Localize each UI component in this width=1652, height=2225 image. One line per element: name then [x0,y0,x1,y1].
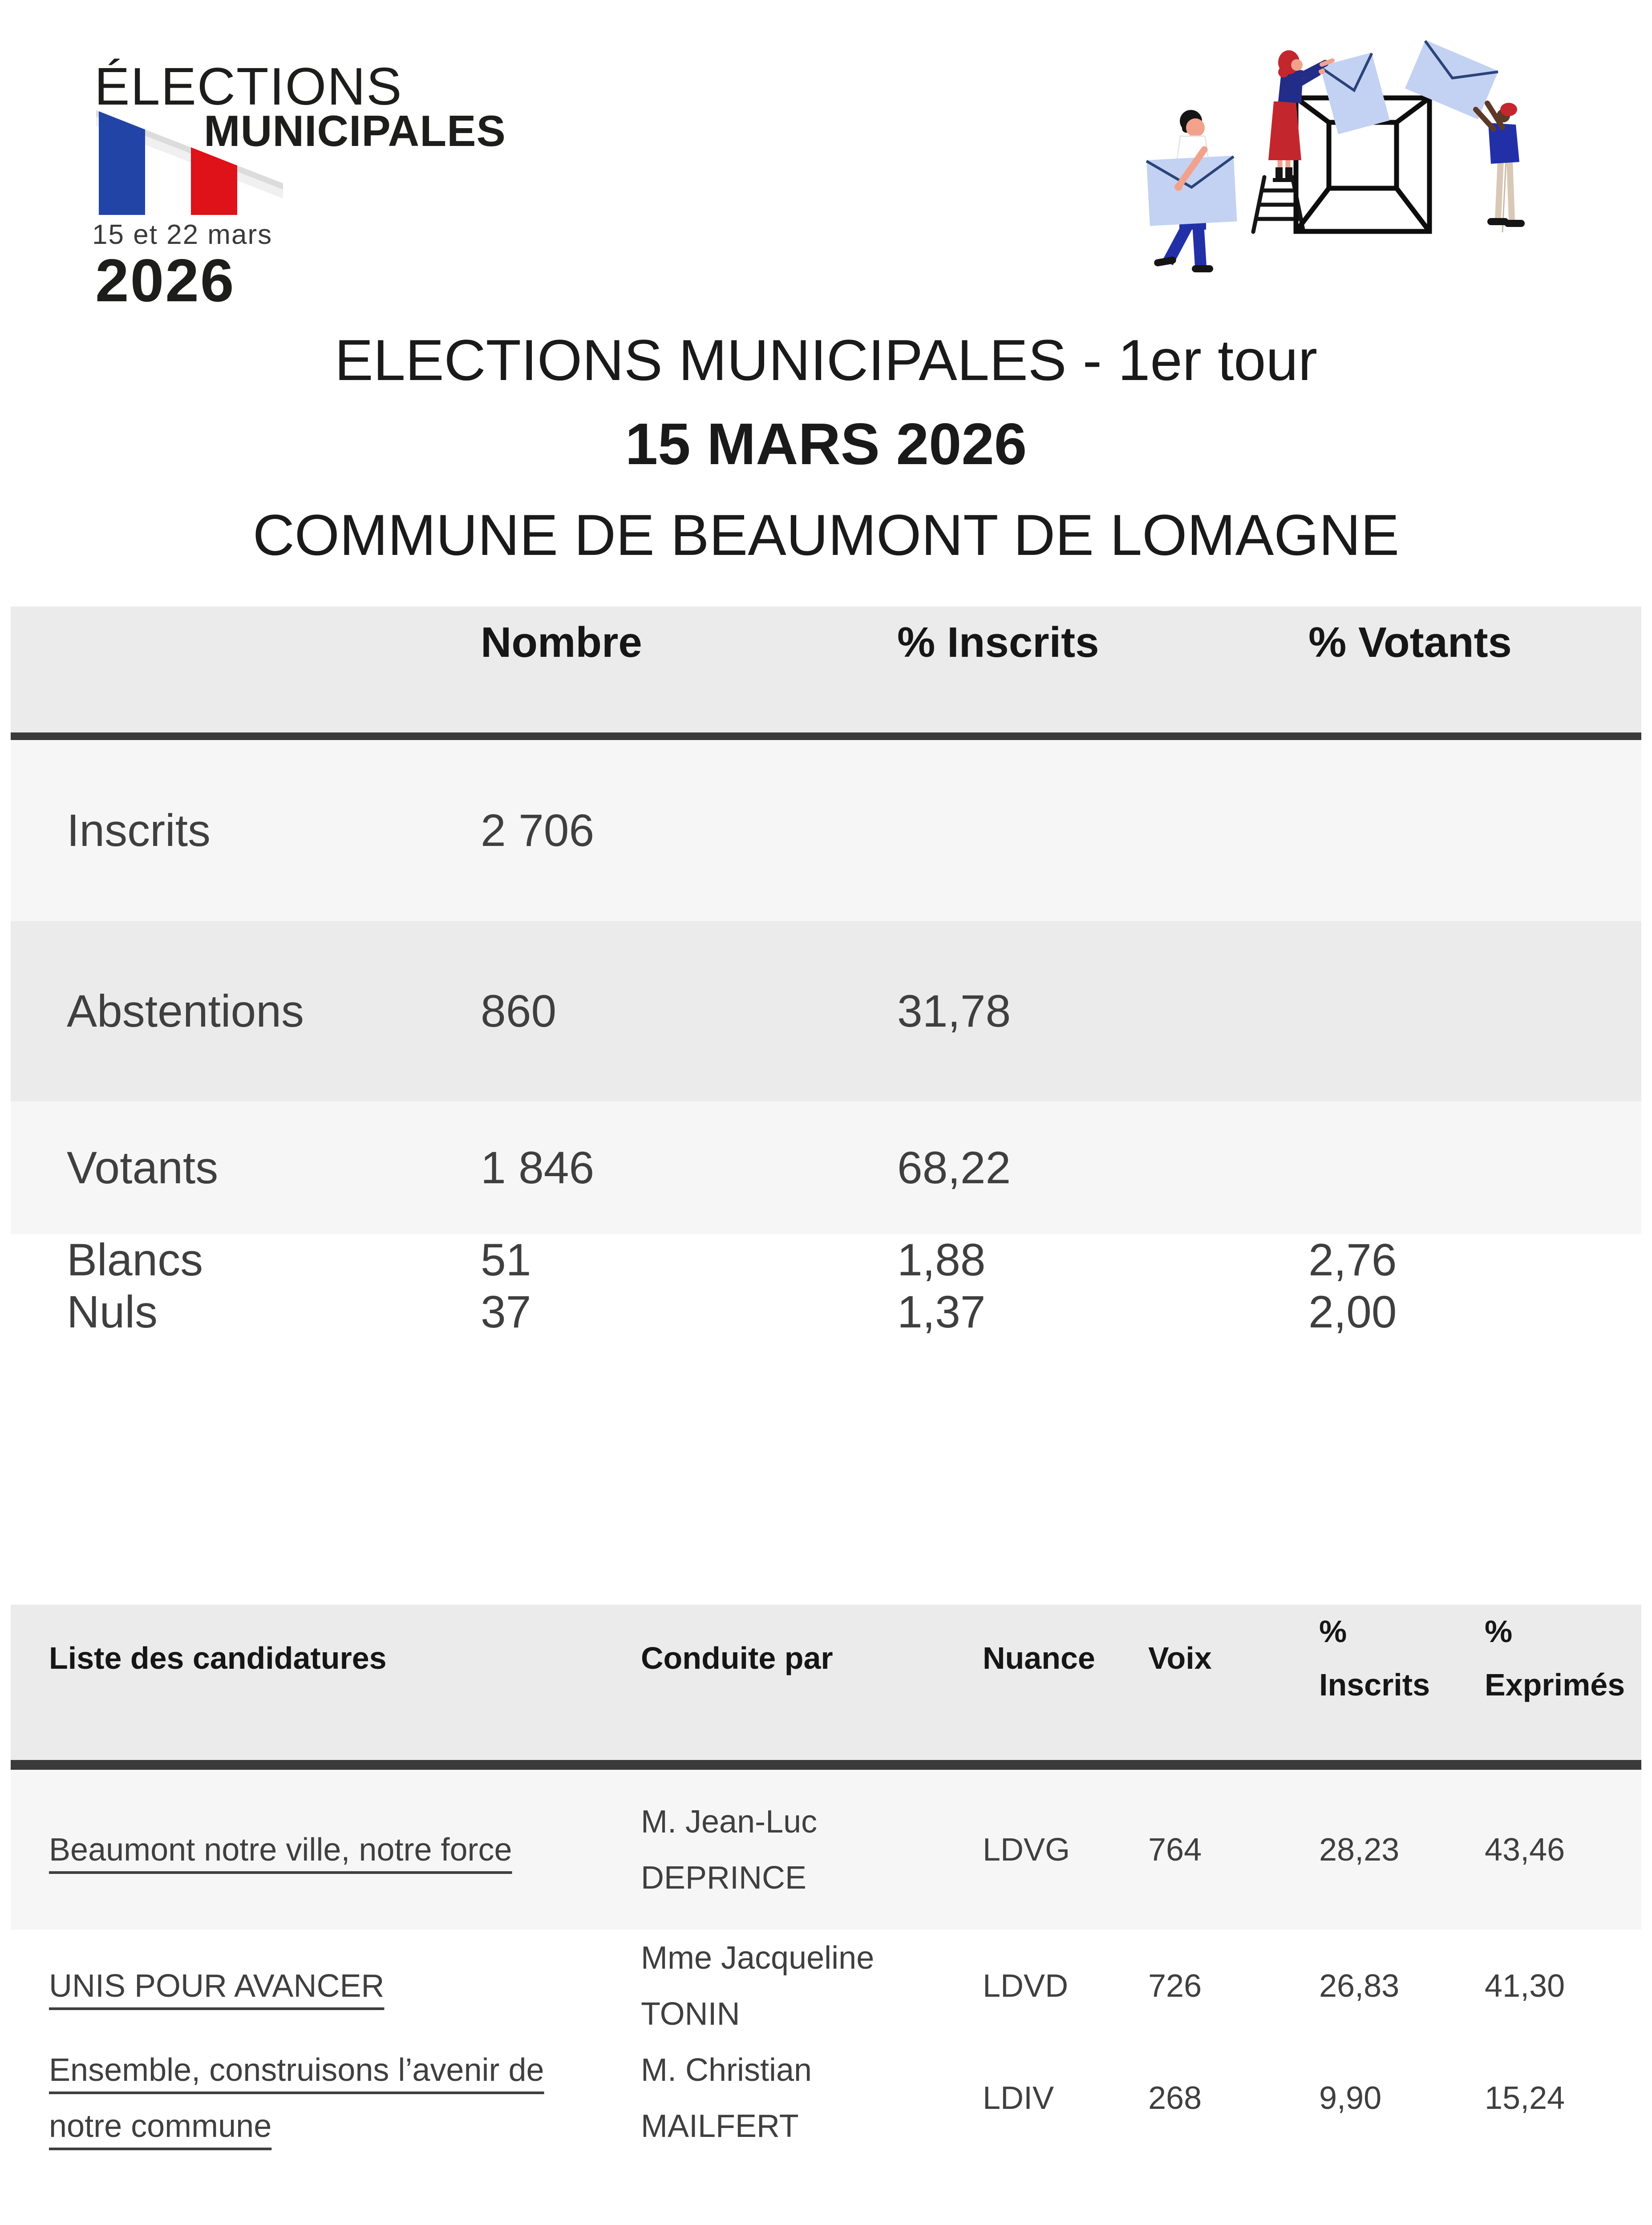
cell-nombre: 2 706 [481,805,595,856]
row-label: Abstentions [67,986,304,1036]
header-nombre: Nombre [481,618,642,666]
page-title-commune: COMMUNE DE BEAUMONT DE LOMAGNE [252,502,1400,567]
ballot-box-illustration [1146,40,1525,272]
cell-conduite-par: M. Jean-Luc DEPRINCE [641,1804,818,1896]
cell-pct-inscrits: 26,83 [1319,1968,1400,2004]
participation-table: Nombre % Inscrits % Votants Inscrits 2 7… [11,607,1641,1338]
row-label: Inscrits [67,805,211,856]
envelope-icon [1146,155,1237,226]
cell-pct-exprimes: 41,30 [1485,1968,1565,2004]
table-divider [11,732,1641,740]
logo-year: 2026 [95,247,235,314]
candidature-row: Ensemble, construisons l’avenir de notre… [11,2042,1641,2154]
cell-pct-inscrits: 31,78 [897,986,1011,1036]
cell-pct-inscrits: 28,23 [1319,1832,1400,1868]
page-title-date: 15 MARS 2026 [625,411,1027,477]
cell-pct-inscrits: 1,37 [897,1286,986,1337]
logo-title-line2: MUNICIPALES [204,106,506,155]
cell-pct-inscrits: 9,90 [1319,2080,1382,2116]
cell-pct-inscrits: 1,88 [897,1234,986,1285]
header-nuance: Nuance [983,1641,1095,1676]
liste-link[interactable]: Beaumont notre ville, notre force [49,1832,512,1868]
header-voix: Voix [1148,1641,1212,1676]
cell-voix: 268 [1148,2080,1202,2116]
logo-title-line1: ÉLECTIONS [94,57,403,116]
cell-conduite-par: M. Christian MAILFERT [641,2052,812,2144]
cell-nombre: 51 [481,1234,531,1285]
header-liste: Liste des candidatures [49,1641,387,1676]
candidatures-table-header: Liste des candidatures Conduite par Nuan… [11,1605,1641,1760]
candidature-row: UNIS POUR AVANCER Mme Jacqueline TONIN L… [11,1930,1641,2042]
header-conduite-par: Conduite par [641,1641,833,1676]
envelope-icon [1319,52,1390,134]
liste-link[interactable]: UNIS POUR AVANCER [49,1968,385,2004]
cell-nuance: LDVG [983,1832,1070,1868]
logo-dates: 15 et 22 mars [92,219,273,250]
voter-left-figure [1146,110,1237,272]
header-pct-inscrits: % Inscrits [897,618,1099,666]
candidatures-table: Liste des candidatures Conduite par Nuan… [11,1605,1641,2154]
french-flag-icon [96,110,283,215]
table-row-inscrits: Inscrits 2 706 [11,740,1641,921]
table-divider [11,1760,1641,1770]
cell-pct-votants: 2,00 [1308,1286,1397,1337]
table-row-blancs: Blancs 51 1,88 2,76 [11,1234,1641,1286]
table-row-votants: Votants 1 846 68,22 [11,1101,1641,1234]
row-label: Votants [67,1142,219,1193]
cell-pct-exprimes: 43,46 [1485,1832,1565,1868]
page-title-round: ELECTIONS MUNICIPALES - 1er tour [334,328,1318,392]
table-row-abstentions: Abstentions 860 31,78 [11,921,1641,1101]
cell-nombre: 1 846 [481,1142,595,1193]
liste-link[interactable]: Ensemble, construisons l’avenir de notre… [49,2052,544,2144]
voter-woman-figure [1268,50,1335,182]
header-pct-votants: % Votants [1308,618,1512,666]
cell-nuance: LDIV [983,2080,1054,2116]
candidature-row: Beaumont notre ville, notre force M. Jea… [11,1770,1641,1930]
voter-right-figure [1473,101,1525,233]
row-label: Blancs [67,1234,203,1285]
cell-pct-votants: 2,76 [1308,1234,1397,1285]
participation-table-header: Nombre % Inscrits % Votants [11,607,1641,732]
envelope-icon [1405,40,1498,120]
cell-voix: 764 [1148,1832,1202,1868]
table-row-nuls: Nuls 37 1,37 2,00 [11,1286,1641,1338]
cell-conduite-par: Mme Jacqueline TONIN [641,1940,875,2032]
cell-nuance: LDVD [983,1968,1069,2004]
cell-pct-exprimes: 15,24 [1485,2080,1565,2116]
cell-nombre: 37 [481,1286,531,1337]
header-pct-inscrits: % Inscrits [1319,1614,1430,1703]
row-label: Nuls [67,1286,158,1337]
header-pct-exprimes: % Exprimés [1485,1614,1625,1703]
cell-pct-inscrits: 68,22 [897,1142,1011,1193]
cell-nombre: 860 [481,986,557,1036]
cell-voix: 726 [1148,1968,1202,2004]
